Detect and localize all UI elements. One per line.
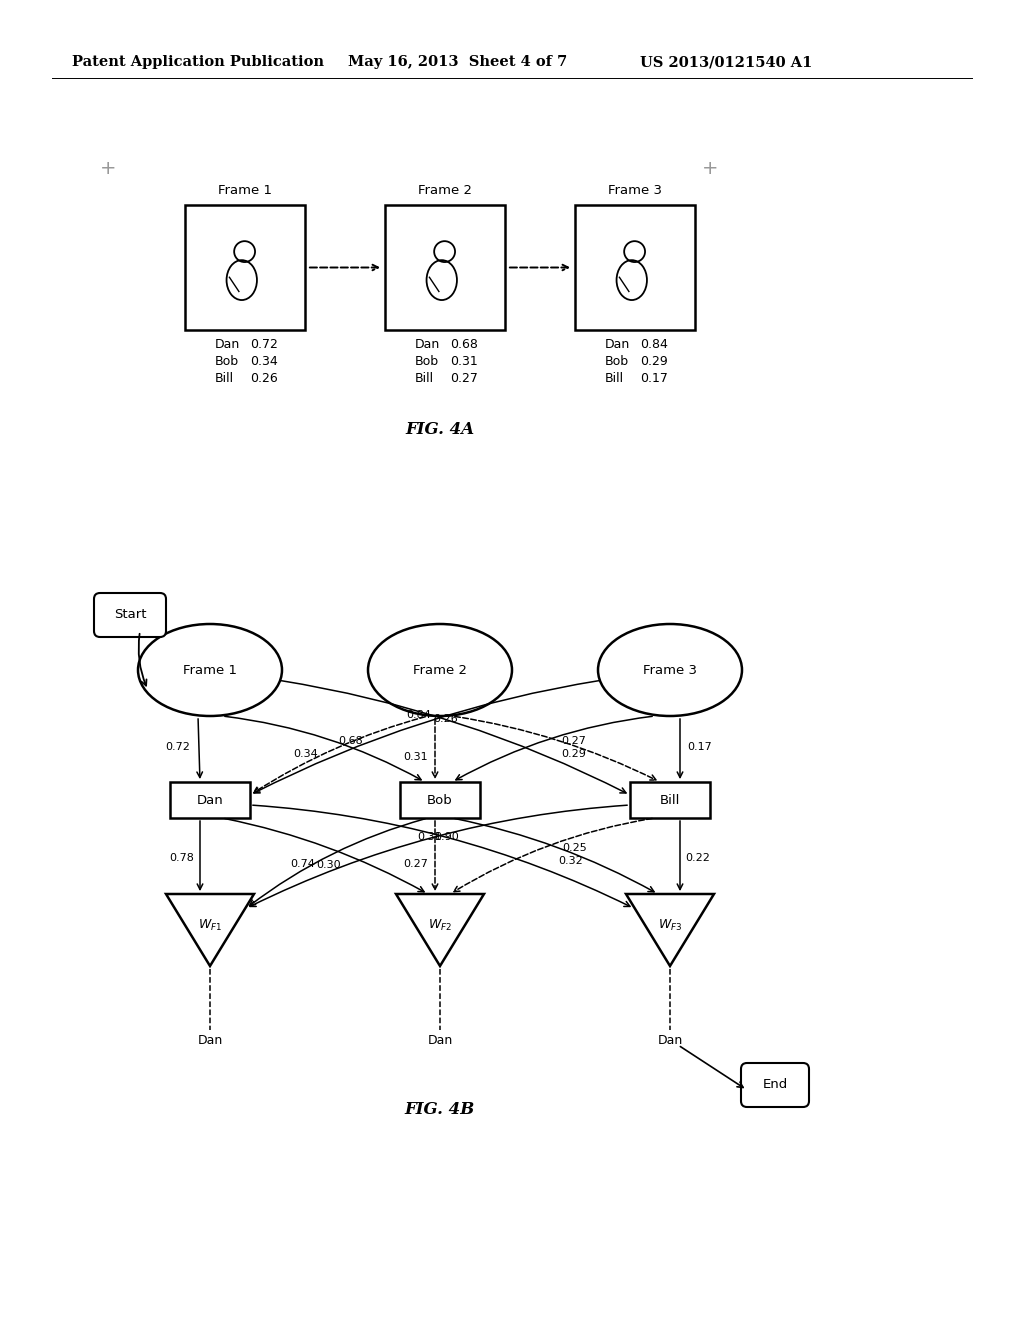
Text: 0.72: 0.72	[250, 338, 278, 351]
Text: Bob: Bob	[415, 355, 439, 368]
Text: $W_{F3}$: $W_{F3}$	[657, 917, 682, 932]
Text: 0.27: 0.27	[561, 737, 587, 746]
FancyBboxPatch shape	[630, 781, 710, 818]
Text: Dan: Dan	[415, 338, 440, 351]
Text: FIG. 4B: FIG. 4B	[404, 1101, 475, 1118]
Text: 0.78: 0.78	[170, 853, 195, 863]
Text: Frame 1: Frame 1	[218, 183, 272, 197]
Text: US 2013/0121540 A1: US 2013/0121540 A1	[640, 55, 812, 69]
Text: 0.22: 0.22	[685, 853, 711, 863]
Text: Bill: Bill	[215, 372, 234, 385]
FancyBboxPatch shape	[741, 1063, 809, 1107]
Text: Start: Start	[114, 609, 146, 622]
Text: Dan: Dan	[427, 1034, 453, 1047]
Text: 0.34: 0.34	[250, 355, 278, 368]
Text: Bob: Bob	[605, 355, 629, 368]
Text: May 16, 2013  Sheet 4 of 7: May 16, 2013 Sheet 4 of 7	[348, 55, 567, 69]
Text: Frame 3: Frame 3	[643, 664, 697, 676]
Text: 0.31: 0.31	[403, 752, 428, 762]
Text: 0.32: 0.32	[558, 855, 583, 866]
FancyBboxPatch shape	[94, 593, 166, 638]
Text: 0.27: 0.27	[450, 372, 478, 385]
FancyBboxPatch shape	[575, 205, 695, 330]
Text: $W_{F1}$: $W_{F1}$	[198, 917, 222, 932]
Text: 0.84: 0.84	[640, 338, 668, 351]
FancyBboxPatch shape	[170, 781, 250, 818]
Text: Frame 2: Frame 2	[418, 183, 472, 197]
Text: Bob: Bob	[215, 355, 240, 368]
Ellipse shape	[368, 624, 512, 715]
Text: 0.29: 0.29	[640, 355, 668, 368]
Text: Frame 1: Frame 1	[183, 664, 237, 676]
Text: 0.72: 0.72	[166, 742, 190, 752]
Text: 0.29: 0.29	[561, 748, 586, 759]
Text: 0.68: 0.68	[450, 338, 478, 351]
Polygon shape	[396, 894, 484, 966]
Text: 0.26: 0.26	[250, 372, 278, 385]
Text: 0.34: 0.34	[293, 748, 317, 759]
Ellipse shape	[138, 624, 282, 715]
Text: Dan: Dan	[605, 338, 630, 351]
Text: 0.25: 0.25	[562, 843, 588, 853]
Text: Frame 3: Frame 3	[608, 183, 662, 197]
Ellipse shape	[598, 624, 742, 715]
Text: 0.84: 0.84	[407, 710, 431, 721]
Text: Patent Application Publication: Patent Application Publication	[72, 55, 324, 69]
Text: 0.74: 0.74	[291, 859, 315, 869]
Text: 0.27: 0.27	[403, 859, 428, 869]
Text: Dan: Dan	[198, 1034, 222, 1047]
Text: +: +	[99, 158, 117, 177]
Text: 0.68: 0.68	[339, 735, 364, 746]
Text: Dan: Dan	[197, 793, 223, 807]
Text: Frame 2: Frame 2	[413, 664, 467, 676]
Text: 0.26: 0.26	[433, 714, 459, 725]
Text: +: +	[701, 158, 718, 177]
Text: 0.30: 0.30	[316, 861, 341, 870]
Text: FIG. 4A: FIG. 4A	[406, 421, 474, 438]
Text: Bill: Bill	[605, 372, 624, 385]
Text: 0.31: 0.31	[418, 832, 442, 842]
Text: $W_{F2}$: $W_{F2}$	[428, 917, 452, 932]
Text: 0.17: 0.17	[688, 742, 713, 752]
Text: Bob: Bob	[427, 793, 453, 807]
Polygon shape	[166, 894, 254, 966]
Text: 0.90: 0.90	[434, 832, 460, 842]
FancyBboxPatch shape	[385, 205, 505, 330]
Text: 0.17: 0.17	[640, 372, 668, 385]
Text: Dan: Dan	[657, 1034, 683, 1047]
Text: Dan: Dan	[215, 338, 241, 351]
FancyBboxPatch shape	[185, 205, 305, 330]
Polygon shape	[626, 894, 714, 966]
Text: Bill: Bill	[415, 372, 434, 385]
Text: 0.31: 0.31	[450, 355, 478, 368]
FancyBboxPatch shape	[400, 781, 480, 818]
Text: Bill: Bill	[659, 793, 680, 807]
Text: End: End	[763, 1078, 787, 1092]
